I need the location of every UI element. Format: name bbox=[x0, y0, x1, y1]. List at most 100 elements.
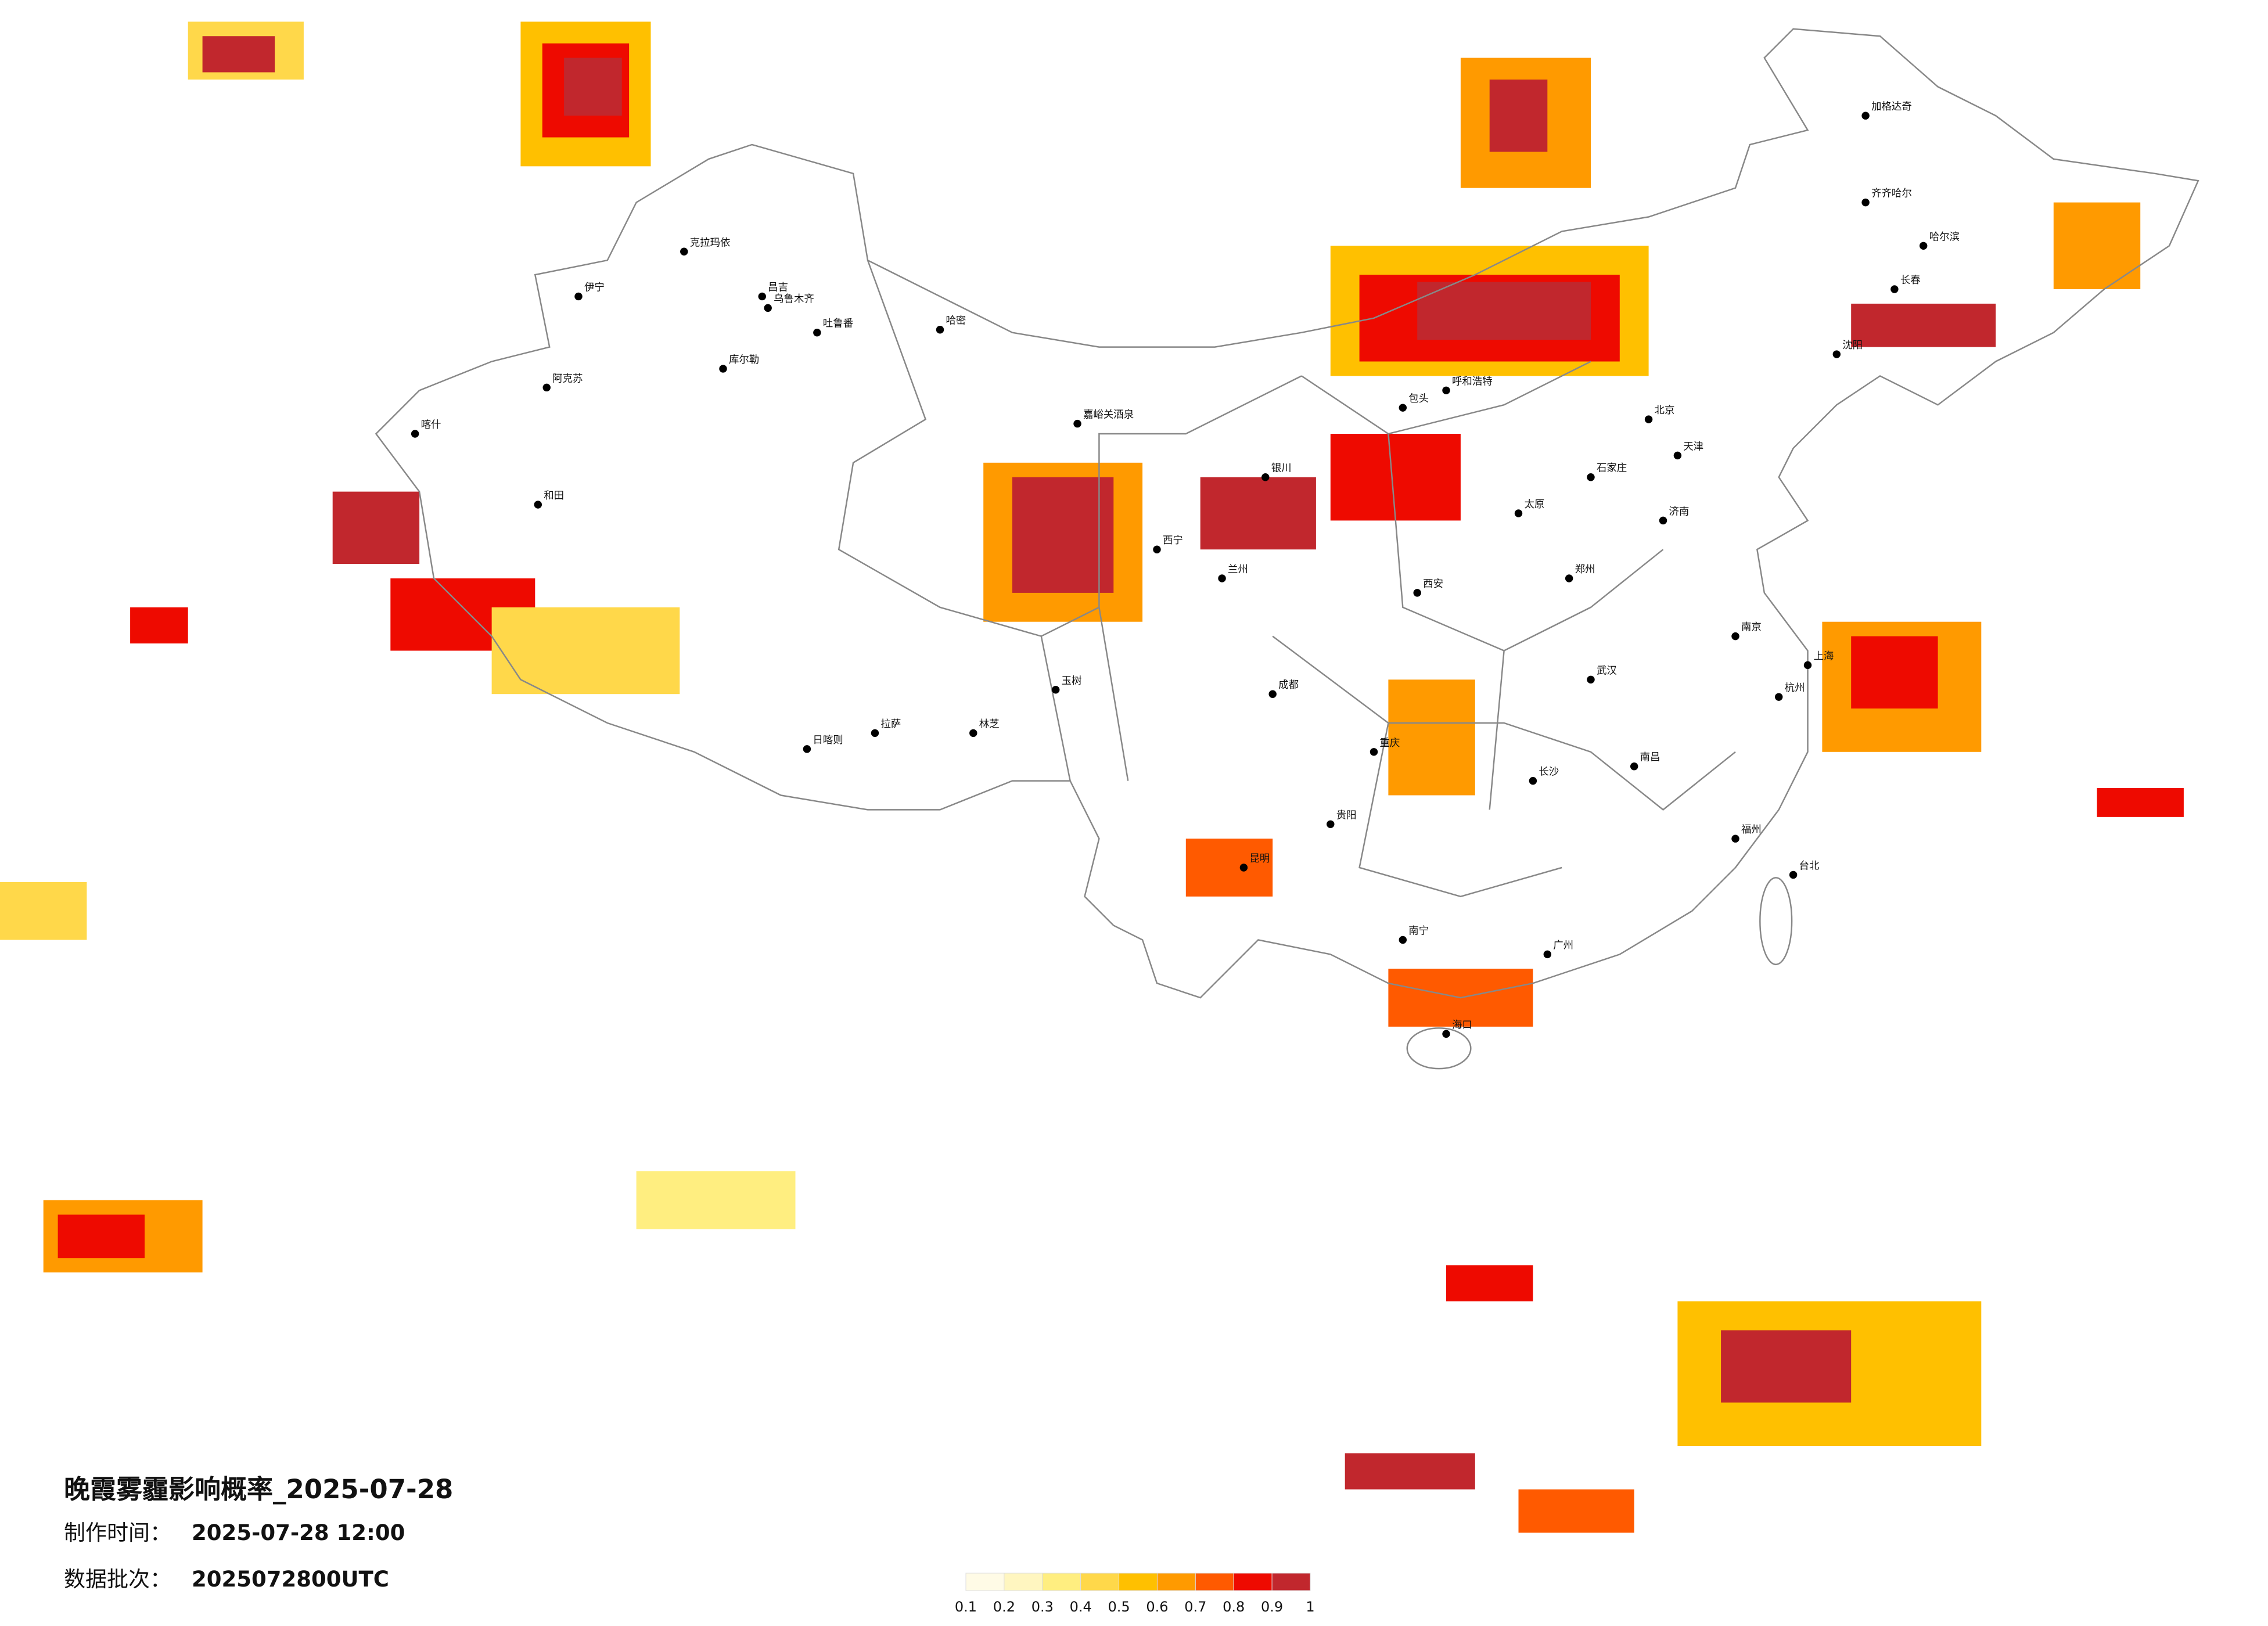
haze-area bbox=[2097, 788, 2184, 817]
city-label: 武汉 bbox=[1597, 665, 1617, 677]
haze-area bbox=[57, 1214, 145, 1258]
city-label: 昆明 bbox=[1249, 853, 1270, 865]
city-dot bbox=[1543, 950, 1552, 959]
batch-label: 数据批次： bbox=[64, 1567, 171, 1592]
made-time: 2025-07-28 12:00 bbox=[192, 1520, 405, 1545]
colorbar-swatch bbox=[1119, 1573, 1158, 1591]
city-label: 台北 bbox=[1799, 860, 1820, 872]
city-label: 西宁 bbox=[1163, 535, 1183, 546]
colorbar-swatch bbox=[1004, 1573, 1043, 1591]
city-dot bbox=[719, 365, 727, 373]
city-dot bbox=[534, 501, 542, 509]
city-label: 北京 bbox=[1655, 405, 1675, 416]
city-label: 兰州 bbox=[1228, 564, 1248, 575]
city-label: 嘉峪关酒泉 bbox=[1083, 409, 1134, 421]
city-dot bbox=[1861, 198, 1870, 207]
city-label: 阿克苏 bbox=[552, 373, 583, 384]
city-label: 和田 bbox=[544, 490, 564, 502]
city-dot bbox=[1789, 870, 1798, 879]
colorbar-tick-label: 0.7 bbox=[1184, 1599, 1206, 1615]
city-dot bbox=[1659, 516, 1667, 525]
city-dot bbox=[1644, 415, 1653, 423]
province-boundary bbox=[838, 260, 1736, 898]
city-dot bbox=[411, 430, 419, 438]
city-label: 克拉玛依 bbox=[690, 237, 731, 249]
city-label: 太原 bbox=[1524, 499, 1544, 510]
colorbar-tick-label: 1 bbox=[1306, 1599, 1314, 1615]
city-dot bbox=[803, 745, 811, 753]
colorbar-tick-label: 0.5 bbox=[1108, 1599, 1130, 1615]
haze-area bbox=[1388, 679, 1475, 796]
haze-area bbox=[332, 491, 420, 564]
city-label: 呼和浩特 bbox=[1452, 376, 1493, 387]
city-label: 重庆 bbox=[1379, 738, 1400, 749]
city-dot bbox=[1218, 574, 1226, 582]
city-dot bbox=[813, 328, 821, 337]
city-label: 沈阳 bbox=[1842, 340, 1863, 351]
city-dot bbox=[1153, 545, 1161, 553]
colorbar-tick-label: 0.6 bbox=[1146, 1599, 1168, 1615]
city-dot bbox=[1529, 776, 1537, 785]
city-label: 上海 bbox=[1813, 650, 1834, 662]
haze-area bbox=[1721, 1330, 1852, 1403]
colorbar-tick-label: 0.9 bbox=[1261, 1599, 1283, 1615]
city-dot bbox=[1673, 451, 1682, 460]
city-label: 南宁 bbox=[1408, 926, 1429, 937]
city-dot bbox=[1239, 864, 1248, 872]
haze-area bbox=[491, 607, 680, 695]
city-dot bbox=[969, 729, 977, 738]
haze-area bbox=[2053, 202, 2141, 289]
city-label: 乌鲁木齐 bbox=[774, 293, 814, 305]
haze-area bbox=[636, 1171, 796, 1229]
city-label: 哈密 bbox=[946, 315, 966, 327]
haze-area bbox=[1518, 1489, 1634, 1533]
city-dot bbox=[1073, 419, 1081, 428]
city-dot bbox=[758, 292, 766, 301]
city-dot bbox=[1803, 661, 1812, 670]
colorbar-swatch bbox=[1156, 1573, 1196, 1591]
city-label: 日喀则 bbox=[813, 735, 843, 746]
city-label: 伊宁 bbox=[584, 282, 605, 293]
haze-area bbox=[1330, 434, 1461, 521]
haze-area bbox=[0, 882, 87, 940]
city-label: 拉萨 bbox=[880, 718, 901, 730]
city-label: 林芝 bbox=[979, 718, 1000, 730]
city-label: 福州 bbox=[1741, 824, 1762, 836]
city-dot bbox=[574, 292, 583, 301]
city-label: 海口 bbox=[1452, 1019, 1472, 1031]
city-dot bbox=[936, 325, 944, 334]
haze-area bbox=[1446, 1265, 1533, 1301]
city-label: 哈尔滨 bbox=[1929, 231, 1960, 243]
city-dot bbox=[1587, 675, 1595, 684]
haze-area bbox=[202, 36, 275, 73]
city-dot bbox=[1832, 350, 1841, 358]
city-dot bbox=[1890, 285, 1899, 293]
haze-area bbox=[1851, 303, 1996, 347]
city-dot bbox=[1514, 509, 1523, 517]
haze-area bbox=[1185, 839, 1273, 897]
haze-area bbox=[1417, 282, 1591, 340]
country-boundary bbox=[375, 28, 2199, 999]
city-dot bbox=[1399, 936, 1407, 944]
city-label: 吐鲁番 bbox=[823, 318, 853, 330]
city-dot bbox=[1399, 404, 1407, 412]
city-dot bbox=[1731, 834, 1739, 843]
haze-area bbox=[1345, 1453, 1475, 1490]
colorbar-tick-label: 0.2 bbox=[993, 1599, 1015, 1615]
city-dot bbox=[1370, 748, 1378, 756]
colorbar: 0.1 0.2 0.3 0.4 0.5 0.6 0.7 0.8 0.9 1 bbox=[955, 1573, 1315, 1615]
city-label: 库尔勒 bbox=[729, 354, 759, 366]
city-dot bbox=[1051, 686, 1060, 694]
city-dot bbox=[680, 247, 688, 256]
colorbar-swatch bbox=[1042, 1573, 1081, 1591]
city-dot bbox=[1327, 820, 1335, 829]
city-label: 南昌 bbox=[1640, 752, 1660, 764]
city-label: 银川 bbox=[1271, 463, 1292, 474]
haze-area bbox=[1851, 636, 1938, 709]
city-dot bbox=[1261, 473, 1270, 481]
colorbar-tick-label: 0.3 bbox=[1031, 1599, 1054, 1615]
city-dot bbox=[1565, 574, 1573, 582]
city-dot bbox=[871, 729, 879, 738]
